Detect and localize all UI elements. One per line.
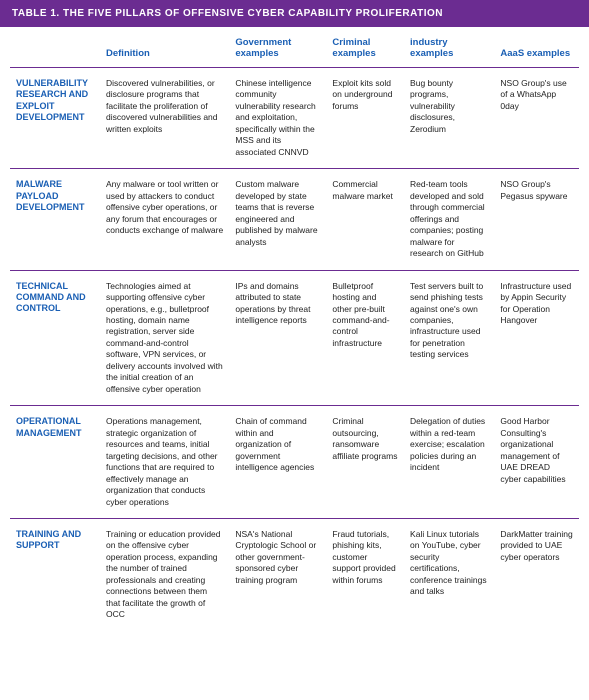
row-name: TRAINING AND SUPPORT <box>10 519 100 631</box>
cell: DarkMatter training provided to UAE cybe… <box>494 519 579 631</box>
table-row: MALWARE PAYLOAD DEVELOPMENT Any malware … <box>10 169 579 270</box>
cell: Operations management, strategic organiz… <box>100 406 229 519</box>
col-blank <box>10 27 100 68</box>
cell: Bulletproof hosting and other pre-built … <box>326 270 404 406</box>
cell: Chain of command within and organization… <box>229 406 326 519</box>
cell: Bug bounty programs, vulnerability discl… <box>404 68 494 169</box>
col-aaas: AaaS examples <box>494 27 579 68</box>
header-row: Definition Government examples Criminal … <box>10 27 579 68</box>
row-name: TECHNICAL COMMAND AND CONTROL <box>10 270 100 406</box>
pillars-table: Definition Government examples Criminal … <box>10 27 579 631</box>
col-definition: Definition <box>100 27 229 68</box>
cell: Good Harbor Consulting's organizational … <box>494 406 579 519</box>
table-row: TRAINING AND SUPPORT Training or educati… <box>10 519 579 631</box>
cell: NSA's National Cryptologic School or oth… <box>229 519 326 631</box>
cell: Delegation of duties within a red-team e… <box>404 406 494 519</box>
row-name: OPERATIONAL MANAGEMENT <box>10 406 100 519</box>
cell: Kali Linux tutorials on YouTube, cyber s… <box>404 519 494 631</box>
cell: NSO Group's Pegasus spyware <box>494 169 579 270</box>
cell: Chinese intelligence community vulnerabi… <box>229 68 326 169</box>
table-row: OPERATIONAL MANAGEMENT Operations manage… <box>10 406 579 519</box>
table-body: VULNERABILITY RESEARCH AND EXPLOIT DEVEL… <box>10 68 579 631</box>
cell: Test servers built to send phishing test… <box>404 270 494 406</box>
col-government: Government examples <box>229 27 326 68</box>
col-criminal: Criminal examples <box>326 27 404 68</box>
cell: Criminal outsourcing, ransomware affilia… <box>326 406 404 519</box>
cell: Red-team tools developed and sold throug… <box>404 169 494 270</box>
table-row: TECHNICAL COMMAND AND CONTROL Technologi… <box>10 270 579 406</box>
table-title: TABLE 1. THE FIVE PILLARS OF OFFENSIVE C… <box>0 0 589 27</box>
cell: Infrastructure used by Appin Security fo… <box>494 270 579 406</box>
cell: Custom malware developed by state teams … <box>229 169 326 270</box>
table-row: VULNERABILITY RESEARCH AND EXPLOIT DEVEL… <box>10 68 579 169</box>
cell: Fraud tutorials, phishing kits, customer… <box>326 519 404 631</box>
cell: IPs and domains attributed to state oper… <box>229 270 326 406</box>
cell: Exploit kits sold on underground forums <box>326 68 404 169</box>
cell: Any malware or tool written or used by a… <box>100 169 229 270</box>
col-industry: industry examples <box>404 27 494 68</box>
cell: NSO Group's use of a WhatsApp 0day <box>494 68 579 169</box>
cell: Discovered vulnerabilities, or disclosur… <box>100 68 229 169</box>
cell: Training or education provided on the of… <box>100 519 229 631</box>
row-name: VULNERABILITY RESEARCH AND EXPLOIT DEVEL… <box>10 68 100 169</box>
row-name: MALWARE PAYLOAD DEVELOPMENT <box>10 169 100 270</box>
cell: Technologies aimed at supporting offensi… <box>100 270 229 406</box>
table-wrapper: Definition Government examples Criminal … <box>0 27 589 641</box>
cell: Commercial malware market <box>326 169 404 270</box>
